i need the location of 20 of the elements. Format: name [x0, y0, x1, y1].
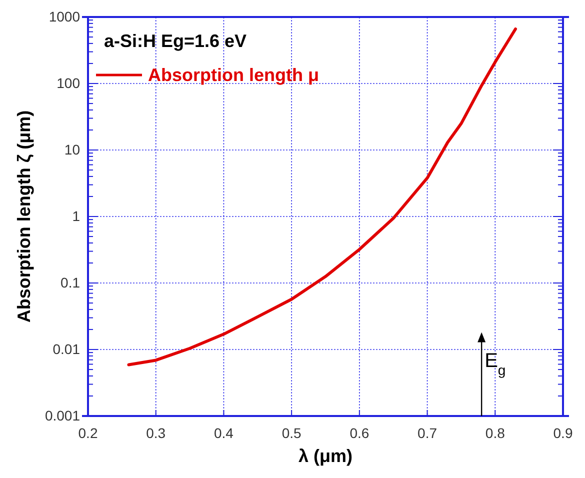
x-tick-label: 0.3 — [146, 424, 166, 441]
x-axis-title: λ (μm) — [298, 446, 353, 466]
ref-line-label: E$_{g}$ — [484, 350, 506, 378]
x-tick-label: 0.9 — [553, 424, 573, 441]
y-tick-label: 1 — [72, 208, 80, 224]
y-tick-label: 100 — [56, 74, 80, 91]
x-tick-label: 0.5 — [282, 424, 302, 441]
y-tick-label: 0.01 — [52, 340, 80, 357]
y-tick-label: 0.1 — [60, 274, 80, 290]
x-tick-label: 0.4 — [214, 424, 234, 441]
y-tick-label: 10 — [64, 141, 80, 158]
x-tick-label: 0.7 — [418, 424, 438, 441]
y-tick-label: 1000 — [48, 8, 80, 24]
text: a-Si:H Eg=1.6 eV — [104, 31, 247, 51]
x-tick-label: 0.8 — [485, 424, 506, 441]
y-tick-label: 0.001 — [44, 407, 80, 424]
legend-label: Absorption length μ — [148, 65, 319, 85]
x-tick-label: 0.6 — [350, 424, 370, 441]
x-tick-label: 0.2 — [78, 424, 98, 441]
y-axis-title: Absorption length ζ (μm) — [14, 110, 34, 323]
